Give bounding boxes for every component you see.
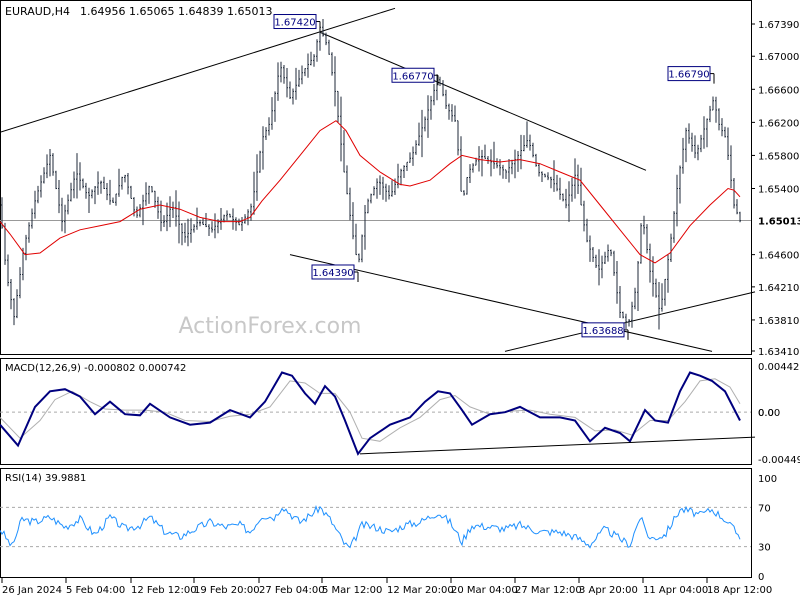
symbol-label: EURAUD,H4: [5, 5, 70, 18]
annotation-box: [311, 264, 355, 280]
price-tick-label: 1.67390: [758, 20, 799, 31]
price-tick-label: 1.63410: [758, 347, 799, 358]
price-axis: 1.67390 1.67000 1.66600 1.66200 1.65800 1.654…: [751, 20, 800, 358]
time-tick-label: 26 Jan 2024: [2, 585, 62, 596]
time-tick-label: 11 Apr 04:00: [643, 585, 708, 596]
rsi-tick-label: 0: [758, 572, 764, 583]
macd-axis: 0.004426 0.000.0 -0.004493: [758, 362, 800, 466]
price-tick-label: 1.63810: [758, 316, 799, 327]
annotation-label: 1.67420: [274, 18, 315, 29]
time-tick-label: 5 Mar 12:00: [322, 585, 382, 596]
time-tick-label: 27 Mar 12:00: [515, 585, 582, 596]
trendline: [0, 7, 396, 133]
price-tick-label: 1.67000: [758, 52, 799, 63]
price-tick-label: 1.66200: [758, 118, 799, 129]
macd-tick-label: -0.004493: [758, 455, 800, 466]
moving-average-line: [0, 120, 741, 264]
trendline: [504, 291, 756, 352]
rsi-label: RSI(14) 39.9881: [5, 473, 86, 484]
macd-tick-label: 0.004426: [758, 362, 800, 373]
annotation-label: 1.63688: [582, 326, 623, 337]
annotation-label: 1.66770: [392, 71, 433, 82]
trendline: [319, 31, 647, 171]
ohlc-values: 1.64956 1.65065 1.64839 1.65013: [80, 5, 272, 18]
rsi-panel-frame: [0, 468, 752, 578]
macd-panel-frame: [0, 358, 752, 465]
current-price-label: 1.65013: [758, 216, 800, 227]
price-panel-frame: [0, 0, 752, 355]
macd-label: MACD(12,26,9) -0.000802 0.000742: [5, 363, 186, 374]
annotation-box: [667, 66, 711, 82]
time-tick-label: 12 Mar 20:00: [387, 585, 454, 596]
watermark: ActionForex.com: [179, 314, 362, 339]
time-tick-label: 19 Feb 20:00: [194, 585, 260, 596]
macd-trendline: [359, 436, 756, 455]
macd-line: [0, 371, 741, 456]
price-annotations: 1.67420 1.66770 1.66790 1.64390 1.63688: [273, 14, 715, 340]
price-tick-label: 1.66600: [758, 85, 799, 96]
annotation-box: [273, 14, 317, 30]
rsi-tick-label: 100: [758, 474, 777, 485]
current-price-box: [752, 213, 800, 228]
price-tick-label: 1.64210: [758, 283, 799, 294]
annotation-label: 1.64390: [312, 268, 353, 279]
rsi-gridlines: [0, 506, 751, 548]
rsi-line: [0, 505, 741, 549]
price-tick-label: 1.65400: [758, 185, 799, 196]
trendline: [289, 254, 713, 352]
annotation-box: [391, 67, 435, 83]
rsi-tick-label: 70: [758, 503, 771, 514]
rsi-axis: 100 70 30 0: [758, 474, 777, 583]
time-tick-label: 27 Feb 04:00: [259, 585, 325, 596]
annotation-label: 1.66790: [668, 70, 709, 81]
time-tick-label: 5 Feb 04:00: [66, 585, 125, 596]
annotation-box: [581, 322, 625, 338]
macd-tick-label: 0.0: [758, 408, 774, 419]
time-tick-label: 18 Apr 12:00: [707, 585, 772, 596]
price-trendlines: [0, 7, 756, 352]
macd-tick-label: 0.00: [758, 408, 780, 419]
price-tick-label: 1.65800: [758, 151, 799, 162]
rsi-tick-label: 30: [758, 543, 771, 554]
time-tick-label: 12 Feb 12:00: [131, 585, 197, 596]
time-tick-label: 3 Apr 20:00: [579, 585, 638, 596]
time-tick-label: 20 Mar 04:00: [451, 585, 518, 596]
price-tick-label: 1.64600: [758, 251, 799, 262]
